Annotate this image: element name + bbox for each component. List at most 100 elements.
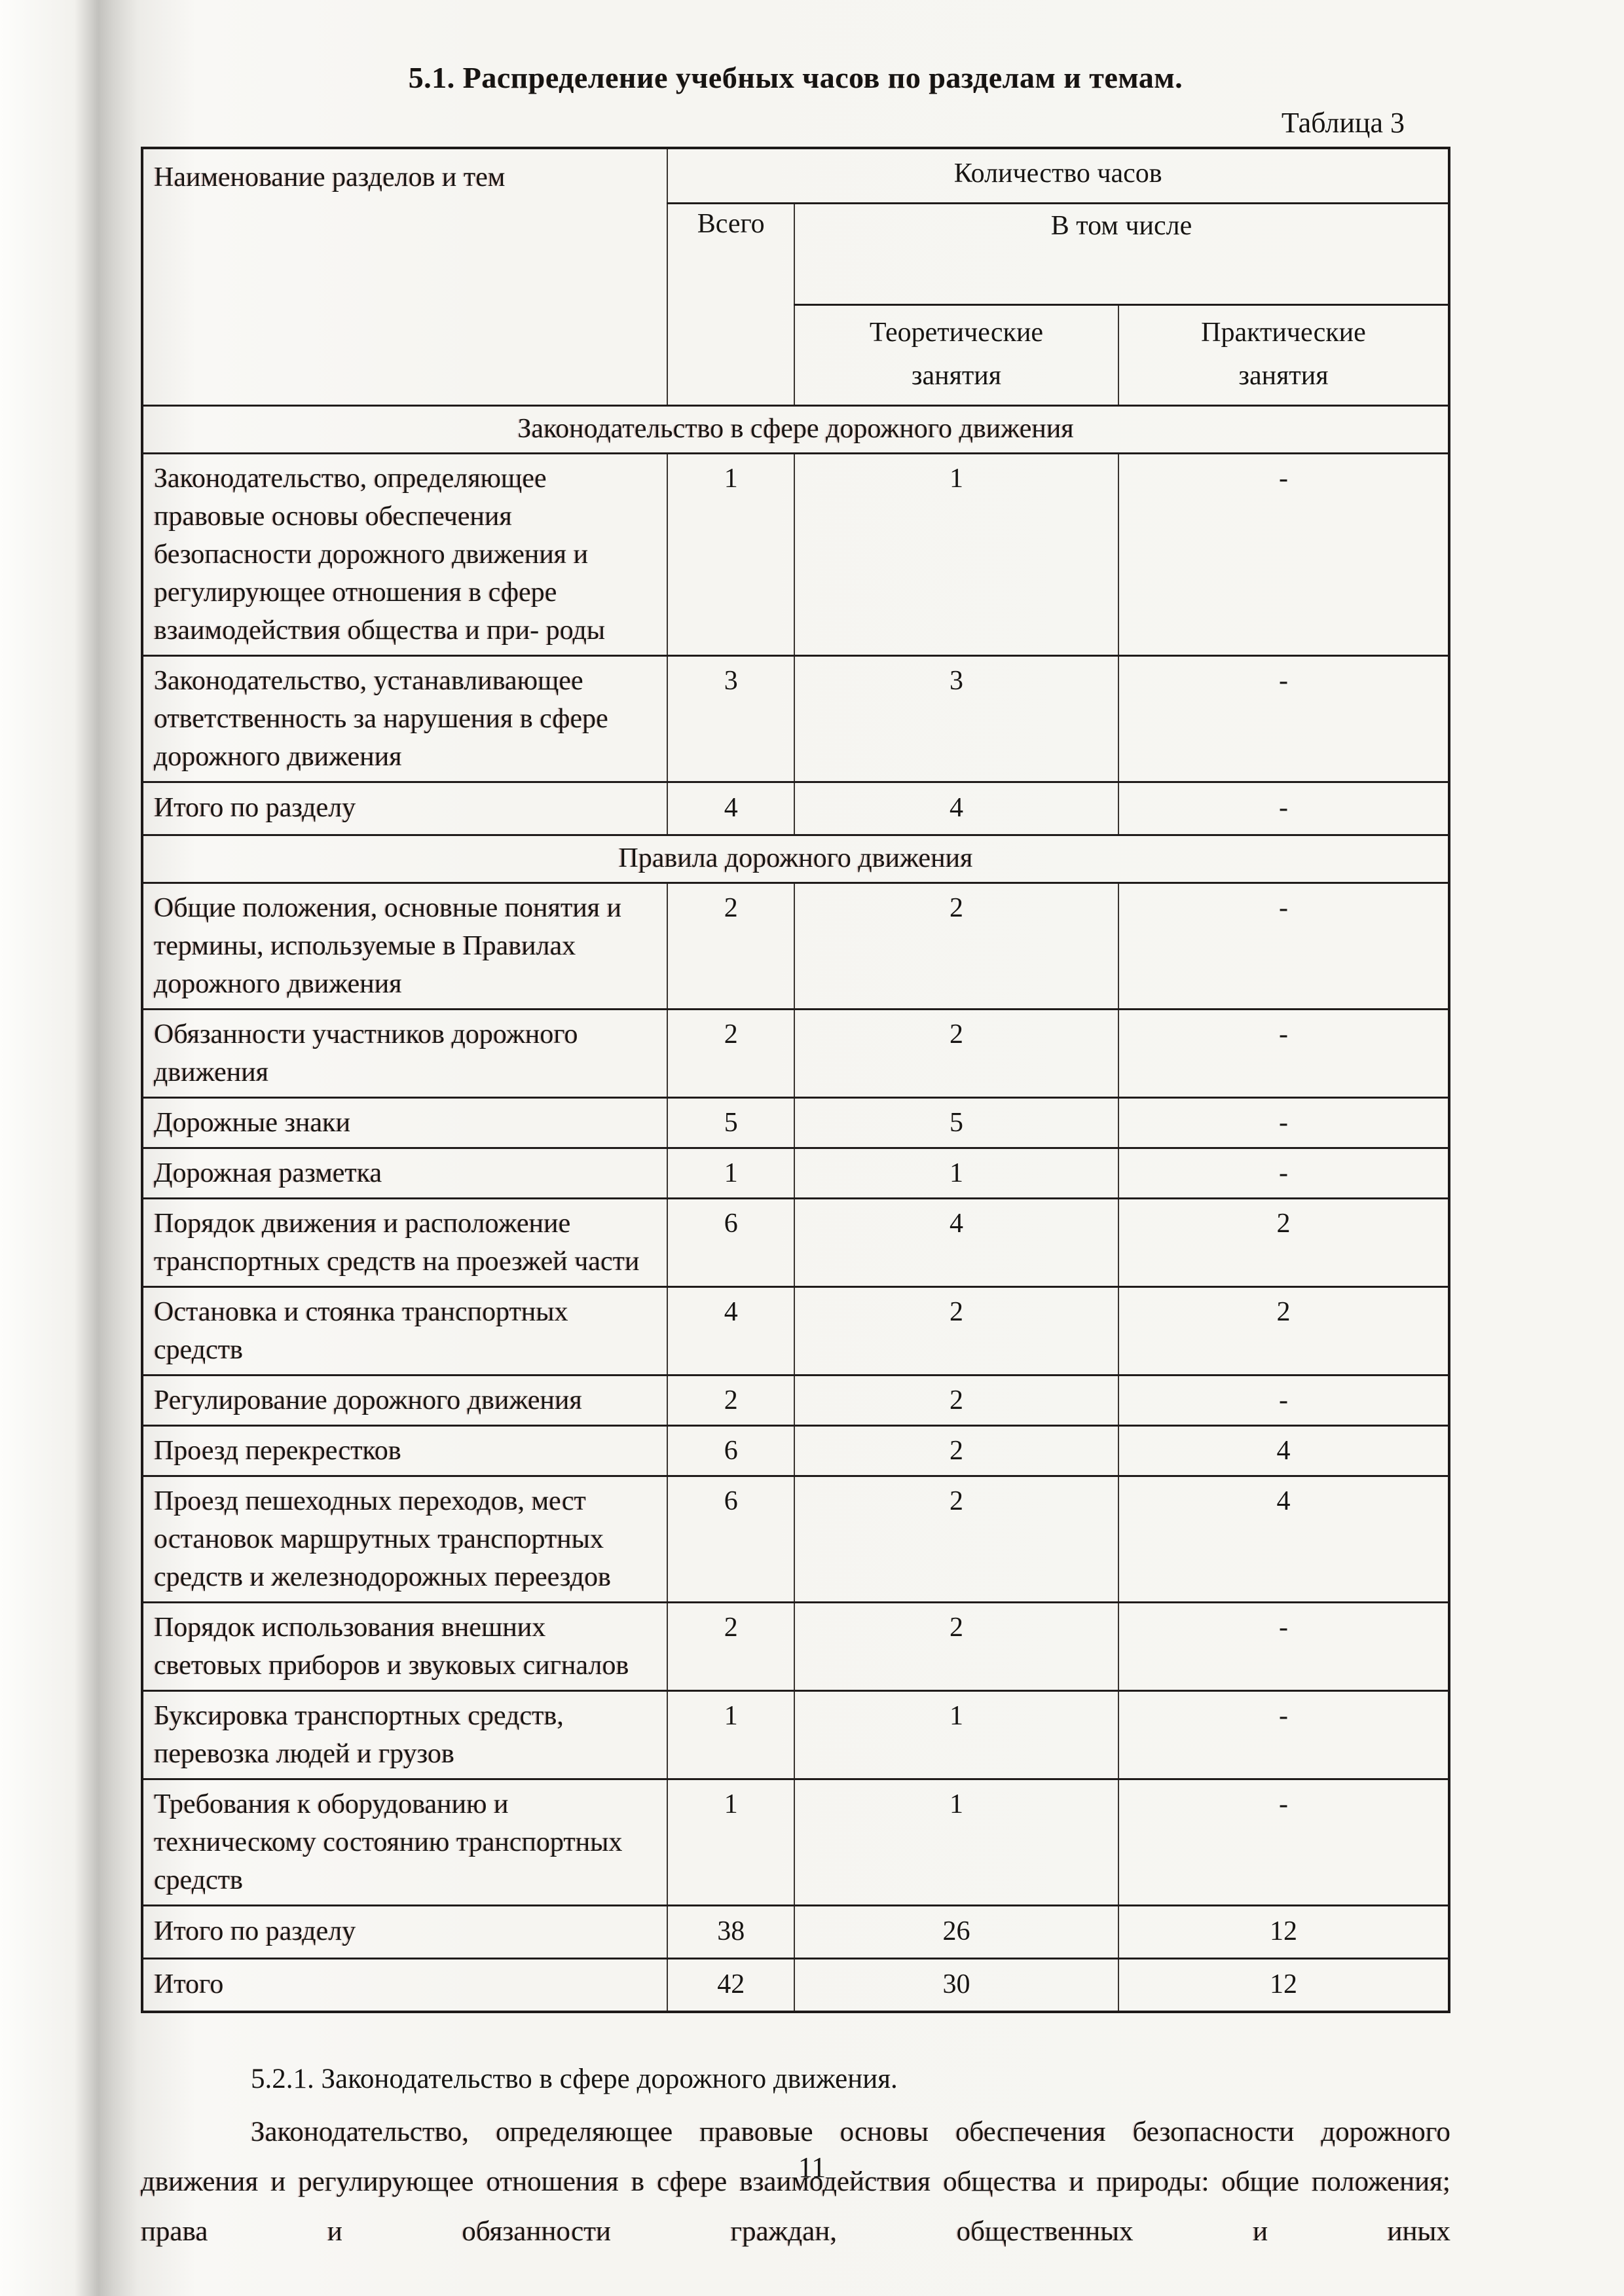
theory-hours-cell: 1 [794, 452, 1119, 657]
practice-hours-cell: - [1118, 655, 1450, 783]
header-row-2: Всего В том числе [142, 202, 1450, 407]
table-row: Законодательство, устанавливающее ответс… [141, 655, 1450, 783]
practice-hours-cell: 4 [1118, 1425, 1450, 1477]
table-row: Дорожная разметка 1 1 - [141, 1147, 1450, 1199]
practice-hours-cell: - [1118, 1097, 1450, 1149]
practice-hours-cell: - [1118, 1374, 1450, 1427]
table-caption: Таблица 3 [1281, 107, 1405, 139]
hours-table: Наименование разделов и тем Количество ч… [141, 147, 1450, 2013]
practice-hours-cell: - [1118, 1601, 1450, 1692]
theory-hours-cell: 2 [794, 1286, 1119, 1376]
total-hours-cell: 2 [667, 882, 795, 1010]
theory-hours-cell: 1 [794, 1147, 1119, 1199]
theory-hours-cell: 2 [794, 1008, 1119, 1099]
section-title: Законодательство в сфере дорожного движе… [141, 405, 1450, 454]
column-header-theory: Теоретические занятия [794, 304, 1119, 407]
theory-hours-cell: 2 [794, 882, 1119, 1010]
column-header-total: Всего [667, 202, 795, 407]
section-header-row: Законодательство в сфере дорожного движе… [141, 405, 1450, 454]
column-header-hours: Количество часов [667, 147, 1450, 204]
section-header-row: Правила дорожного движения [141, 834, 1450, 884]
topic-name-cell: Законодательство, определяющее правовые … [141, 452, 669, 657]
theory-hours-cell: 3 [794, 655, 1119, 783]
practice-hours-cell: 12 [1118, 1958, 1450, 2013]
topic-name-cell: Общие положения, основные понятия и терм… [141, 882, 669, 1010]
table-row: Требования к оборудованию и техническому… [141, 1778, 1450, 1906]
theory-hours-cell: 2 [794, 1425, 1119, 1477]
total-hours-cell: 6 [667, 1425, 795, 1477]
table-row: Порядок движения и расположение транспор… [141, 1197, 1450, 1288]
topic-name-cell: Остановка и стоянка транспортных средств [141, 1286, 669, 1376]
section-title: Правила дорожного движения [141, 834, 1450, 884]
total-hours-cell: 3 [667, 655, 795, 783]
total-hours-cell: 1 [667, 1147, 795, 1199]
section-total-label: Итого по разделу [141, 1904, 669, 1959]
topic-name-cell: Порядок движения и расположение транспор… [141, 1197, 669, 1288]
practice-hours-cell: 12 [1118, 1904, 1450, 1959]
practice-hours-cell: 2 [1118, 1197, 1450, 1288]
theory-hours-cell: 5 [794, 1097, 1119, 1149]
page-number: 11 [798, 2151, 826, 2183]
total-hours-cell: 6 [667, 1197, 795, 1288]
theory-hours-cell: 2 [794, 1601, 1119, 1692]
column-header-practice: Практические занятия [1118, 304, 1450, 407]
total-hours-cell: 5 [667, 1097, 795, 1149]
topic-name-cell: Порядок использования внешних световых п… [141, 1601, 669, 1692]
body-paragraph: Законодательство, определяющее правовые … [141, 2117, 1450, 2247]
theory-hours-cell: 26 [794, 1904, 1119, 1959]
topic-name-cell: Дорожная разметка [141, 1147, 669, 1199]
practice-hours-cell: - [1118, 882, 1450, 1010]
practice-hours-cell: 2 [1118, 1286, 1450, 1376]
total-hours-cell: 1 [667, 1778, 795, 1906]
topic-name-cell: Требования к оборудованию и техническому… [141, 1778, 669, 1906]
header-row-1: Наименование разделов и тем Количество ч… [141, 147, 1450, 407]
topic-name-cell: Проезд перекрестков [141, 1425, 669, 1477]
topic-name-cell: Регулирование дорожного движения [141, 1374, 669, 1427]
page-title: 5.1. Распределение учебных часов по разд… [408, 61, 1183, 94]
table-row: Регулирование дорожного движения 2 2 - [141, 1374, 1450, 1427]
practice-hours-cell: - [1118, 1147, 1450, 1199]
theory-hours-cell: 30 [794, 1958, 1119, 2013]
theory-hours-cell: 2 [794, 1475, 1119, 1603]
grand-total-row: Итого 42 30 12 [141, 1958, 1450, 2013]
practice-hours-cell: - [1118, 452, 1450, 657]
subsection-heading: 5.2.1. Законодательство в сфере дорожног… [251, 2064, 898, 2094]
grand-total-label: Итого [141, 1958, 669, 2013]
section-total-label: Итого по разделу [141, 781, 669, 836]
section-total-row: Итого по разделу 4 4 - [141, 781, 1450, 836]
topic-name-cell: Обязанности участников дорожного движени… [141, 1008, 669, 1099]
table-row: Обязанности участников дорожного движени… [141, 1008, 1450, 1099]
theory-hours-cell: 4 [794, 1197, 1119, 1288]
practice-hours-cell: - [1118, 781, 1450, 836]
total-hours-cell: 2 [667, 1008, 795, 1099]
total-hours-cell: 38 [667, 1904, 795, 1959]
total-hours-cell: 4 [667, 1286, 795, 1376]
theory-hours-cell: 1 [794, 1690, 1119, 1780]
column-header-name: Наименование разделов и тем [141, 147, 669, 407]
total-hours-cell: 1 [667, 1690, 795, 1780]
topic-name-cell: Дорожные знаки [141, 1097, 669, 1149]
theory-hours-cell: 4 [794, 781, 1119, 836]
table-row: Проезд перекрестков 6 2 4 [141, 1425, 1450, 1477]
table-row: Порядок использования внешних световых п… [141, 1601, 1450, 1692]
topic-name-cell: Буксировка транспортных средств, перевоз… [141, 1690, 669, 1780]
total-hours-cell: 2 [667, 1374, 795, 1427]
theory-hours-cell: 2 [794, 1374, 1119, 1427]
table-row: Дорожные знаки 5 5 - [141, 1097, 1450, 1149]
topic-name-cell: Законодательство, устанавливающее ответс… [141, 655, 669, 783]
topic-name-cell: Проезд пешеходных переходов, мест остано… [141, 1475, 669, 1603]
practice-hours-cell: 4 [1118, 1475, 1450, 1603]
header-row-3: Теоретические занятия Практические занят… [142, 304, 1450, 407]
total-hours-cell: 4 [667, 781, 795, 836]
column-header-including: В том числе [794, 202, 1450, 306]
table-row: Остановка и стоянка транспортных средств… [141, 1286, 1450, 1376]
page-content: 5.1. Распределение учебных часов по разд… [141, 59, 1450, 2257]
table-row: Законодательство, определяющее правовые … [141, 452, 1450, 657]
table-row: Общие положения, основные понятия и терм… [141, 882, 1450, 1010]
practice-hours-cell: - [1118, 1690, 1450, 1780]
section-total-row: Итого по разделу 38 26 12 [141, 1904, 1450, 1959]
total-hours-cell: 1 [667, 452, 795, 657]
total-hours-cell: 42 [667, 1958, 795, 2013]
table-row: Проезд пешеходных переходов, мест остано… [141, 1475, 1450, 1603]
